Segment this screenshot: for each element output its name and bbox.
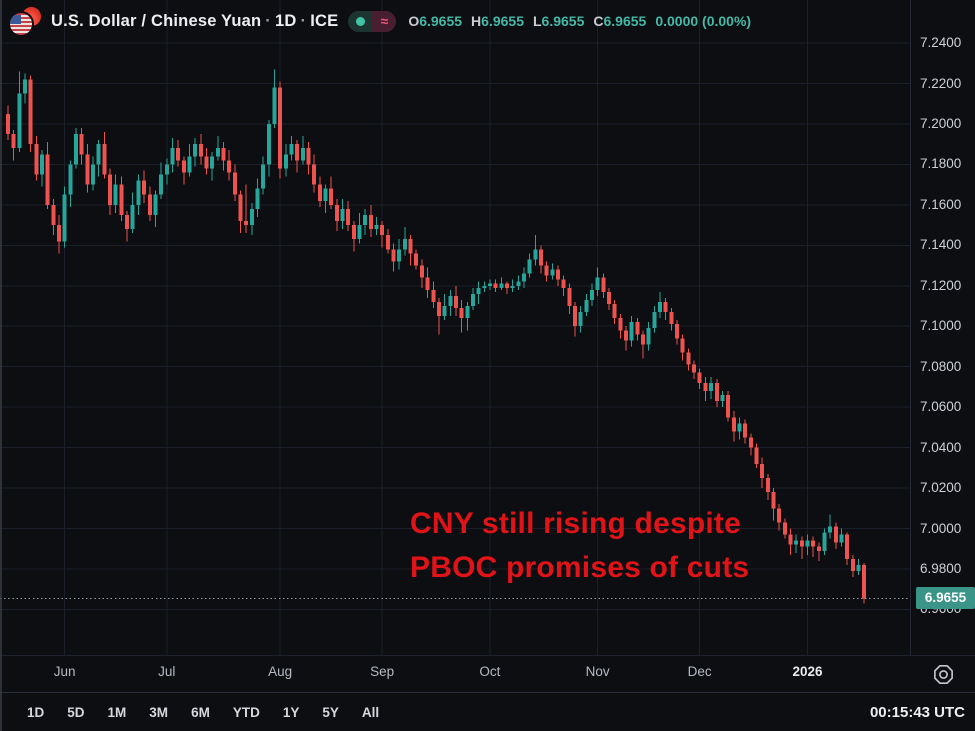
time-axis-label-Jul: Jul <box>158 664 176 679</box>
price-axis-label: 7.0800 <box>920 358 962 374</box>
price-axis-separator <box>910 0 911 655</box>
time-axis-separator <box>0 655 975 656</box>
price-axis-label: 7.1400 <box>920 237 962 253</box>
symbol-title[interactable]: U.S. Dollar / Chinese Yuan · 1D · ICE <box>51 12 338 31</box>
price-axis-label: 6.9800 <box>920 561 962 576</box>
ohlc-item: O6.9655 <box>408 13 463 29</box>
price-axis-label: 7.2000 <box>920 115 962 131</box>
title-separator: · <box>265 11 271 30</box>
ohlc-values: O6.9655 H6.9655 L6.9655 C6.9655 0.0000 (0.00… <box>408 13 751 29</box>
time-axis-label-Sep: Sep <box>370 664 395 679</box>
range-button-1M[interactable]: 1M <box>107 704 127 720</box>
price-axis-label: 7.0600 <box>920 399 962 415</box>
left-edge-handle[interactable] <box>0 0 2 731</box>
ohlc-item: H6.9655 <box>471 13 524 29</box>
range-button-1D[interactable]: 1D <box>27 704 45 720</box>
bottom-toolbar: 1D 5D 1M 3M 6M YTD 1Y 5Y All 00:15:43 UTC <box>0 693 975 731</box>
toolbar-separator <box>0 692 975 693</box>
price-axis-label: 7.1600 <box>920 196 962 212</box>
interval-label: 1D <box>275 11 297 30</box>
time-axis[interactable]: Jun Jul Aug Sep Oct Nov Dec 2026 <box>0 655 910 693</box>
ohlc-item: L6.9655 <box>532 13 585 29</box>
time-axis-label-Oct: Oct <box>479 664 501 679</box>
delayed-data-icon: ≈ <box>372 10 397 32</box>
market-open-indicator <box>348 10 373 32</box>
chart-legend: U.S. Dollar / Chinese Yuan · 1D · ICE ≈ O6.9… <box>10 7 751 35</box>
time-axis-label-Aug: Aug <box>268 664 293 679</box>
ohlc-item: 0.0000 (0.00%) <box>655 13 752 29</box>
range-button-6M[interactable]: 6M <box>191 704 210 720</box>
time-axis-label-Dec: Dec <box>687 664 712 679</box>
range-button-5D[interactable]: 5D <box>67 704 85 720</box>
us-flag-icon <box>10 13 32 35</box>
annotation-line-2: PBOC promises of cuts <box>410 551 750 584</box>
time-axis-label-Nov: Nov <box>585 664 610 679</box>
range-button-All[interactable]: All <box>361 704 380 720</box>
price-axis-label: 7.0400 <box>920 439 962 455</box>
usdcny-flag-icon <box>10 7 41 35</box>
market-status-pill[interactable]: ≈ <box>348 10 397 32</box>
chart-annotation-text[interactable]: CNY still rising despite PBOC promises o… <box>410 502 749 590</box>
axis-settings-corner <box>911 655 975 693</box>
clock-utc[interactable]: 00:15:43 UTC <box>869 703 965 721</box>
date-range-switcher: 1D 5D 1M 3M 6M YTD 1Y 5Y All <box>0 705 379 720</box>
exchange-label: ICE <box>310 11 339 30</box>
range-button-5Y[interactable]: 5Y <box>322 704 339 720</box>
us-flag-canton <box>10 15 21 24</box>
last-price-badge: 6.9655 <box>916 587 975 610</box>
range-button-YTD[interactable]: YTD <box>232 704 260 720</box>
gear-icon[interactable] <box>933 664 954 685</box>
annotation-line-1: CNY still rising despite <box>410 507 741 540</box>
range-button-3M[interactable]: 3M <box>149 704 169 720</box>
price-axis-label: 7.1000 <box>920 318 962 334</box>
title-separator: · <box>300 11 307 30</box>
time-axis-label-2026: 2026 <box>792 664 823 679</box>
price-axis-label: 7.0200 <box>920 480 962 496</box>
price-axis[interactable]: 6.9655 7.2400 7.2200 7.2000 7.1800 7.1600 7.1… <box>911 0 975 655</box>
chart-area: CNY still rising despite PBOC promises o… <box>0 0 910 655</box>
ohlc-item: C6.9655 <box>593 13 647 29</box>
time-axis-label-Jun: Jun <box>53 664 76 679</box>
price-axis-label: 7.2400 <box>920 35 962 50</box>
price-axis-label: 7.0000 <box>920 520 962 536</box>
range-button-1Y[interactable]: 1Y <box>282 704 300 720</box>
market-status-dot-icon <box>355 16 365 26</box>
price-axis-label: 7.2200 <box>920 75 962 91</box>
price-chart-canvas[interactable] <box>0 0 910 655</box>
price-axis-label: 7.1800 <box>920 156 962 172</box>
price-axis-label: 7.1200 <box>920 277 962 293</box>
symbol-name: U.S. Dollar / Chinese Yuan <box>51 11 262 30</box>
